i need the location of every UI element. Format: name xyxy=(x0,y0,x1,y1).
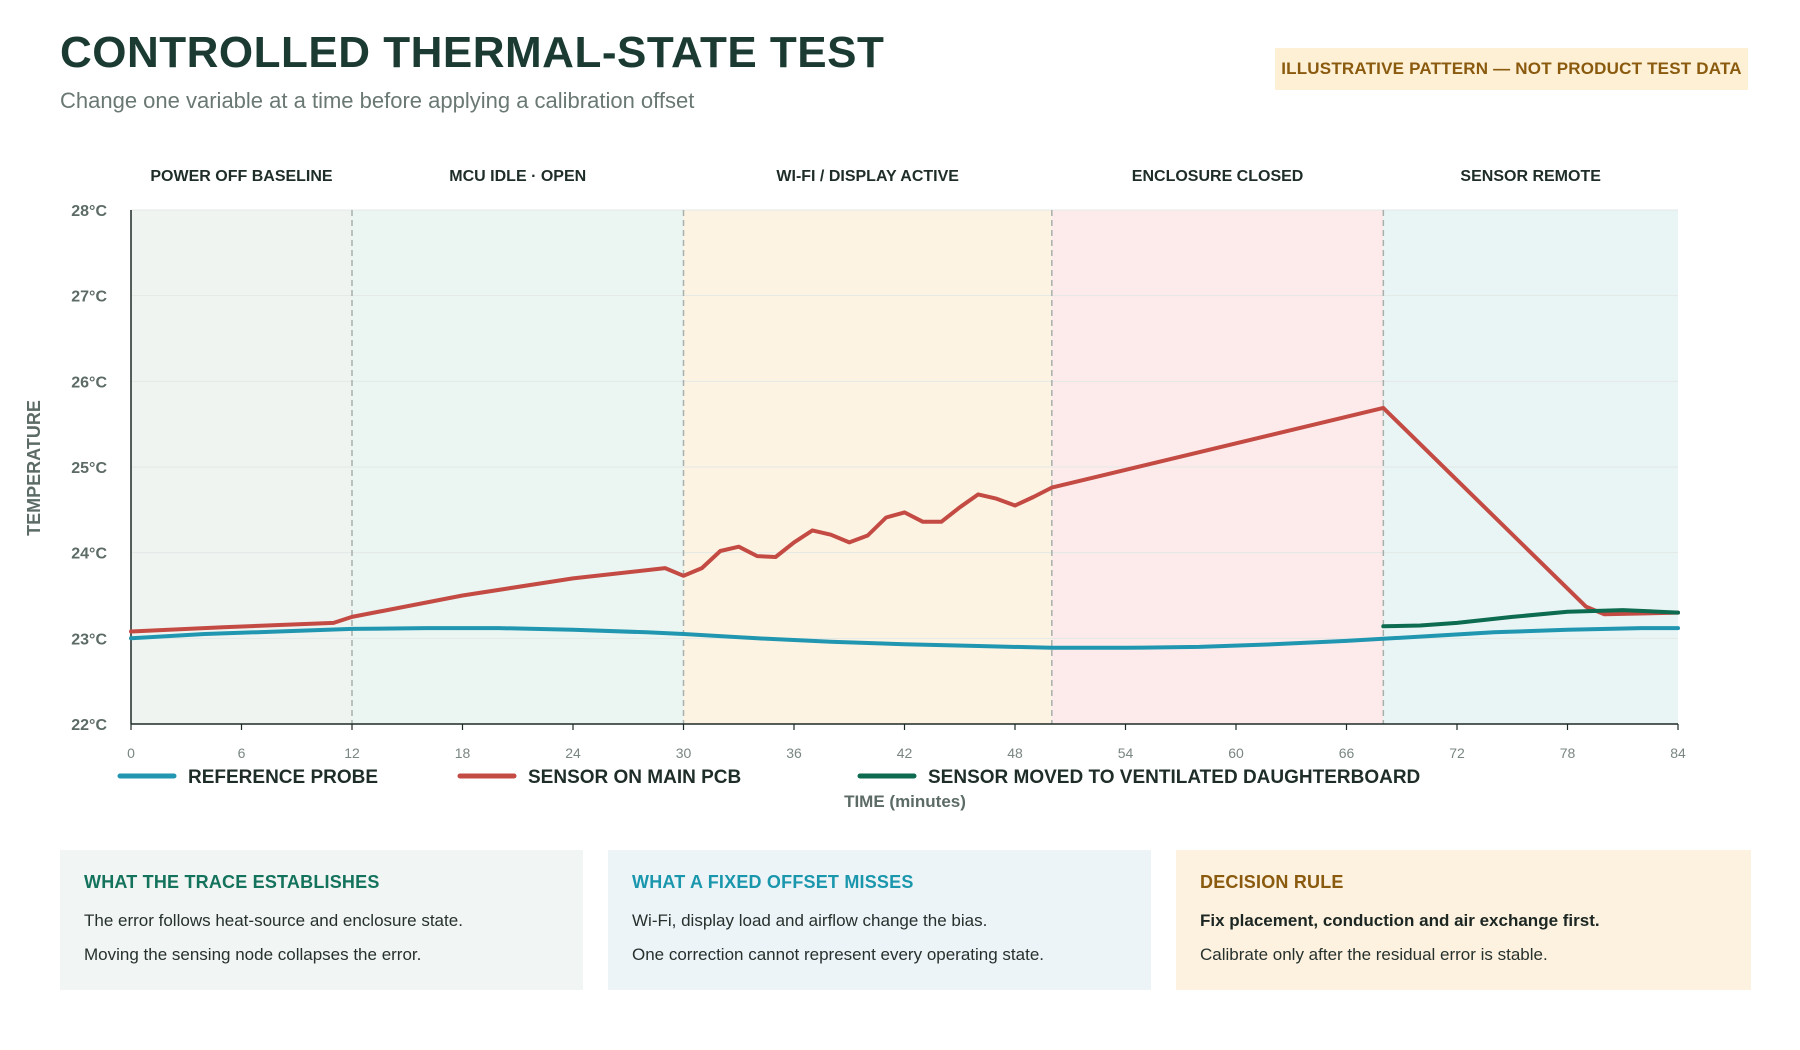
x-tick-label: 84 xyxy=(1670,745,1686,761)
card-line: Calibrate only after the residual error … xyxy=(1200,945,1548,964)
x-tick-label: 30 xyxy=(676,745,692,761)
x-tick-label: 12 xyxy=(344,745,360,761)
x-tick-label: 6 xyxy=(238,745,246,761)
phase-label: MCU IDLE · OPEN xyxy=(449,168,586,185)
legend-label: SENSOR ON MAIN PCB xyxy=(528,767,741,788)
card-trace-establishes: WHAT THE TRACE ESTABLISHES The error fol… xyxy=(60,850,583,990)
y-tick-label: 23°C xyxy=(71,631,107,648)
phase-label: SENSOR REMOTE xyxy=(1460,168,1601,185)
sensor-daughterboard-line xyxy=(1381,608,1680,629)
legend: REFERENCE PROBE SENSOR ON MAIN PCB SENSOR … xyxy=(117,767,1420,788)
y-tick-labels: 22°C 23°C 24°C 25°C 26°C 27°C 28°C xyxy=(71,203,107,734)
series-lines xyxy=(129,405,1680,650)
phase-label: ENCLOSURE CLOSED xyxy=(1132,168,1304,185)
card-fixed-offset-misses: WHAT A FIXED OFFSET MISSES Wi-Fi, displa… xyxy=(608,850,1151,990)
card-heading: WHAT THE TRACE ESTABLISHES xyxy=(84,872,380,892)
x-tick-labels: 0 6 12 18 24 30 36 42 48 54 60 66 72 78 84 xyxy=(127,724,1686,761)
x-tick-label: 72 xyxy=(1449,745,1465,761)
phase-labels: POWER OFF BASELINE MCU IDLE · OPEN WI-FI /… xyxy=(150,168,1601,185)
x-tick-label: 54 xyxy=(1118,745,1134,761)
page-subtitle: Change one variable at a time before app… xyxy=(60,88,695,113)
disclaimer-badge: ILLUSTRATIVE PATTERN — NOT PRODUCT TEST … xyxy=(1275,48,1748,90)
y-tick-label: 22°C xyxy=(71,717,107,734)
phase-label: WI-FI / DISPLAY ACTIVE xyxy=(776,168,959,185)
x-tick-label: 0 xyxy=(127,745,135,761)
card-decision-rule: DECISION RULE Fix placement, conduction … xyxy=(1176,850,1751,990)
reference-probe-line xyxy=(129,626,1680,650)
card-line: Fix placement, conduction and air exchan… xyxy=(1200,911,1600,930)
legend-label: SENSOR MOVED TO VENTILATED DAUGHTERBOARD xyxy=(928,767,1420,788)
y-tick-label: 28°C xyxy=(71,203,107,220)
x-tick-label: 60 xyxy=(1228,745,1244,761)
card-line: Wi-Fi, display load and airflow change t… xyxy=(632,911,988,930)
y-tick-label: 26°C xyxy=(71,374,107,391)
x-tick-label: 78 xyxy=(1560,745,1576,761)
legend-label: REFERENCE PROBE xyxy=(188,767,378,788)
card-line: The error follows heat-source and enclos… xyxy=(84,911,463,930)
x-axis-label: TIME (minutes) xyxy=(844,792,966,811)
x-tick-label: 24 xyxy=(565,745,581,761)
x-tick-label: 66 xyxy=(1339,745,1355,761)
card-heading: WHAT A FIXED OFFSET MISSES xyxy=(632,872,914,892)
x-tick-label: 36 xyxy=(786,745,802,761)
y-tick-label: 24°C xyxy=(71,546,107,563)
x-tick-label: 48 xyxy=(1007,745,1023,761)
y-tick-label: 27°C xyxy=(71,289,107,306)
y-tick-label: 25°C xyxy=(71,460,107,477)
phase-dividers xyxy=(351,210,1385,724)
grid-lines xyxy=(131,209,1678,639)
card-line: One correction cannot represent every op… xyxy=(632,945,1045,964)
page-title: CONTROLLED THERMAL-STATE TEST xyxy=(60,28,885,77)
x-tick-label: 42 xyxy=(897,745,913,761)
phase-label: POWER OFF BASELINE xyxy=(150,168,333,185)
card-line: Moving the sensing node collapses the er… xyxy=(84,945,422,964)
thermal-chart: POWER OFF BASELINE MCU IDLE · OPEN WI-FI /… xyxy=(24,168,1686,811)
x-tick-label: 18 xyxy=(455,745,471,761)
y-axis-label: TEMPERATURE xyxy=(24,400,44,536)
sensor-main-pcb-line xyxy=(129,405,1680,634)
card-heading: DECISION RULE xyxy=(1200,872,1344,892)
